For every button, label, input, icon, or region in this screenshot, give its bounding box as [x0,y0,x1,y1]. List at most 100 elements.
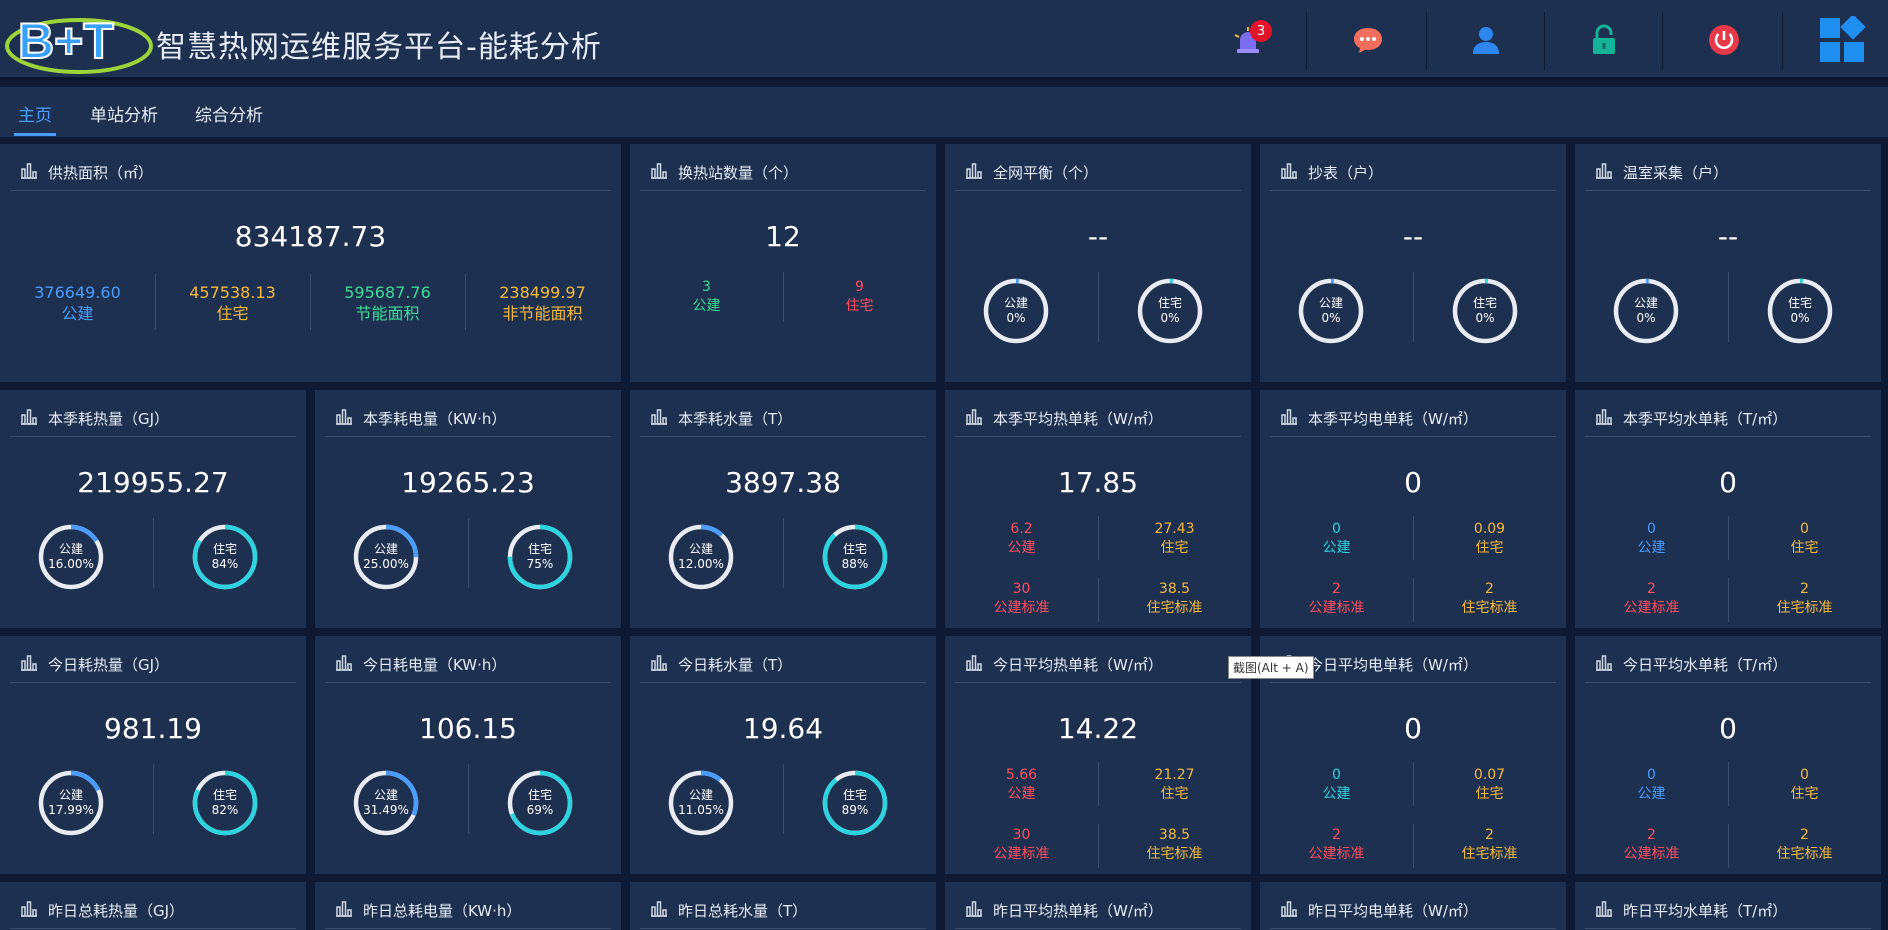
alarm-icon[interactable]: 3 [1222,14,1274,66]
lock-icon[interactable] [1578,14,1630,66]
bar-chart-icon [1280,901,1298,921]
total-value: 17.85 [1057,466,1139,499]
card-heating-area: 供热面积（㎡） 834187.73 376649.60 公建 457538.13… [0,144,621,382]
card-ring-stat: 今日耗热量（GJ） 981.19 公建 17.99% 住宅 82% [0,636,306,874]
card-header: 今日平均热单耗（W/㎡） [955,646,1241,683]
apps-icon[interactable] [1816,14,1868,66]
stat-public-standard: 30 公建标准 [993,581,1050,616]
bar-chart-icon [20,409,38,429]
card-header: 昨日平均水单耗（T/㎡） [1585,892,1871,929]
card-title: 供热面积（㎡） [48,164,154,182]
bar-chart-icon [20,901,38,921]
card-yesterday: 昨日平均电单耗（W/㎡） [1260,882,1566,930]
logo: B+T [4,6,154,76]
power-icon[interactable] [1698,14,1750,66]
alarm-count-badge: 3 [1250,20,1272,42]
bar-chart-icon [650,163,668,183]
total-value: -- [1402,220,1424,253]
card-title: 本季平均电单耗（W/㎡） [1308,410,1478,428]
card-ring-stat: 本季耗水量（T） 3897.38 公建 12.00% 住宅 88% [630,390,936,628]
ring-public: 公建 11.05% [668,770,734,836]
ring-residential: 住宅 89% [822,770,888,836]
card-ring-stat: 今日耗水量（T） 19.64 公建 11.05% 住宅 89% [630,636,936,874]
ring-public: 公建 25.00% [353,524,419,590]
card-header: 换热站数量（个） [640,154,926,191]
ring-residential: 住宅 0% [1452,278,1518,344]
total-value: 14.22 [1057,712,1139,745]
ring-residential: 住宅 0% [1767,278,1833,344]
card-title: 温室采集（户） [1623,164,1729,182]
card-ring-stat: 温室采集（户） -- 公建 0% 住宅 0% [1575,144,1881,382]
total-value: 0 [1404,712,1422,745]
card-title: 今日耗电量（KW·h） [363,656,507,674]
stat-residential-standard: 2 住宅标准 [1776,581,1833,616]
card-title: 今日平均水单耗（T/㎡） [1623,656,1788,674]
card-header: 昨日平均热单耗（W/㎡） [955,892,1241,929]
card-header: 本季平均电单耗（W/㎡） [1270,400,1556,437]
card-title: 昨日平均热单耗（W/㎡） [993,902,1163,920]
active-tab-indicator [14,133,56,136]
card-header: 今日平均水单耗（T/㎡） [1585,646,1871,683]
user-icon[interactable] [1460,14,1512,66]
ring-public: 公建 0% [1298,278,1364,344]
card-yesterday: 昨日平均热单耗（W/㎡） [945,882,1251,930]
card-header: 抄表（户） [1270,154,1556,191]
stat-residential: 457538.13 住宅 [189,283,276,323]
ring-residential: 住宅 84% [192,524,258,590]
card-title: 抄表（户） [1308,164,1384,182]
card-header: 本季耗热量（GJ） [10,400,296,437]
total-value: 219955.27 [77,466,229,499]
card-title: 昨日平均水单耗（T/㎡） [1623,902,1788,920]
total-value: -- [1087,220,1109,253]
stat-residential: 9 住宅 [845,279,874,314]
ring-public: 公建 31.49% [353,770,419,836]
message-icon[interactable] [1342,14,1394,66]
ring-public: 公建 17.99% [38,770,104,836]
tab-home[interactable]: 主页 [18,106,52,126]
card-unit-consumption: 本季平均热单耗（W/㎡） 17.85 6.2 公建 27.43 住宅 30 公建标准 38.5 住… [945,390,1251,628]
ring-residential: 住宅 0% [1137,278,1203,344]
total-value: 19265.23 [401,466,535,499]
card-ring-stat: 抄表（户） -- 公建 0% 住宅 0% [1260,144,1566,382]
card-title: 本季耗热量（GJ） [48,410,170,428]
card-yesterday: 昨日平均水单耗（T/㎡） [1575,882,1881,930]
ring-public: 公建 0% [983,278,1049,344]
stat-public: 0 公建 [1637,521,1666,556]
card-yesterday: 昨日总耗电量（KW·h） [315,882,621,930]
bar-chart-icon [20,163,38,183]
card-header: 昨日总耗电量（KW·h） [325,892,611,929]
ring-residential: 住宅 88% [822,524,888,590]
tab-single-station[interactable]: 单站分析 [90,106,158,126]
svg-text:B+T: B+T [18,13,114,69]
stat-residential: 0 住宅 [1790,521,1819,556]
stat-public: 0 公建 [1637,767,1666,802]
card-title: 本季平均水单耗（T/㎡） [1623,410,1788,428]
card-station-count: 换热站数量（个） 12 3 公建 9 住宅 [630,144,936,382]
ring-public: 公建 16.00% [38,524,104,590]
tab-bar: 主页 单站分析 综合分析 [0,87,1888,137]
app-title: 智慧热网运维服务平台-能耗分析 [156,30,602,65]
ring-public: 公建 0% [1613,278,1679,344]
card-ring-stat: 本季耗电量（KW·h） 19265.23 公建 25.00% 住宅 75% [315,390,621,628]
stat-public: 0 公建 [1322,521,1351,556]
stat-residential-standard: 2 住宅标准 [1461,581,1518,616]
card-header: 本季平均水单耗（T/㎡） [1585,400,1871,437]
stat-residential: 21.27 住宅 [1154,767,1195,802]
card-unit-consumption: 今日平均热单耗（W/㎡） 14.22 5.66 公建 21.27 住宅 30 公建标准 38.5… [945,636,1251,874]
stat-residential-standard: 2 住宅标准 [1776,827,1833,862]
card-title: 换热站数量（个） [678,164,799,182]
stat-public-standard: 2 公建标准 [1623,827,1680,862]
tab-comprehensive[interactable]: 综合分析 [195,106,263,126]
stat-public: 6.2 公建 [1007,521,1036,556]
card-header: 今日耗电量（KW·h） [325,646,611,683]
total-value: 834187.73 [234,220,387,253]
card-title: 今日耗热量（GJ） [48,656,170,674]
card-header: 温室采集（户） [1585,154,1871,191]
card-title: 昨日总耗电量（KW·h） [363,902,522,920]
ring-residential: 住宅 75% [507,524,573,590]
stat-public: 3 公建 [692,279,721,314]
bar-chart-icon [335,655,353,675]
stat-residential: 0 住宅 [1790,767,1819,802]
bar-chart-icon [1595,409,1613,429]
bar-chart-icon [965,901,983,921]
